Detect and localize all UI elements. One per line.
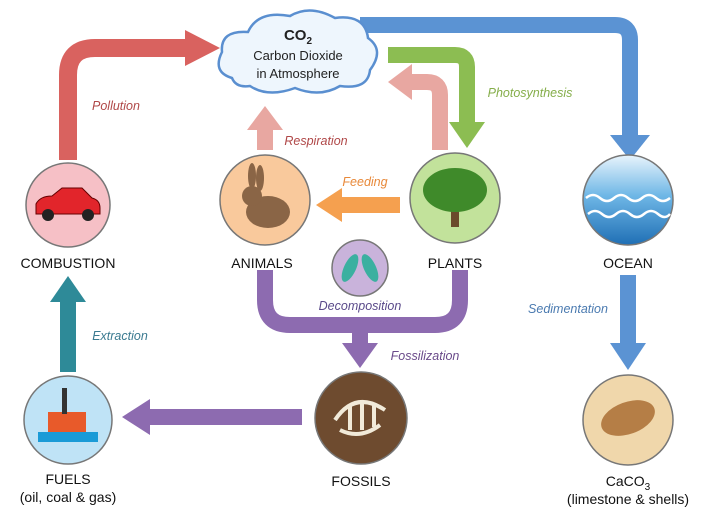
formula-sub: 2 [306,36,312,47]
process-label: Extraction [92,329,148,343]
decomposition-icon [332,240,388,296]
process-label: Respiration [284,134,347,148]
cloud-line: in Atmosphere [256,66,339,81]
formula-main: CO [284,27,307,44]
arrowhead [122,399,150,435]
process-label: Feeding [342,175,387,189]
node-label: PLANTS [428,255,482,271]
animals-icon [220,155,310,245]
plant-respiration-arrow [410,82,440,150]
formula-main: CaCO [606,473,645,489]
arrowhead [449,122,485,148]
process-label: Decomposition [319,299,402,313]
arrowhead [388,64,412,100]
caco3-icon [583,375,673,465]
node-label: FOSSILS [331,473,390,489]
cloud-line: Carbon Dioxide [253,48,343,63]
process-label: Pollution [92,99,140,113]
fossils-icon [315,372,407,464]
process-label: Fossilization [391,349,460,363]
arrowhead [185,30,220,66]
node-label: ANIMALS [231,255,292,271]
node-note: (limestone & shells) [567,491,689,507]
node-label: OCEAN [603,255,653,271]
arrowhead [342,343,378,368]
arrowhead [50,276,86,302]
arrowhead [610,343,646,370]
node-note: (oil, coal & gas) [20,489,116,505]
arrowhead [247,106,283,130]
process-label: Sedimentation [528,302,608,316]
arrowhead [316,188,342,222]
node-label: COMBUSTION [21,255,116,271]
node-label: FUELS [45,471,90,487]
node-label: CaCO3 [606,473,651,493]
process-label: Photosynthesis [488,86,573,100]
fuels-icon [24,376,112,464]
carbon-cycle-diagram: CO2 Carbon Dioxide in Atmosphere CO [0,0,702,510]
ocean-icon [583,155,673,245]
plants-icon [410,153,500,243]
combustion-icon [26,163,110,247]
